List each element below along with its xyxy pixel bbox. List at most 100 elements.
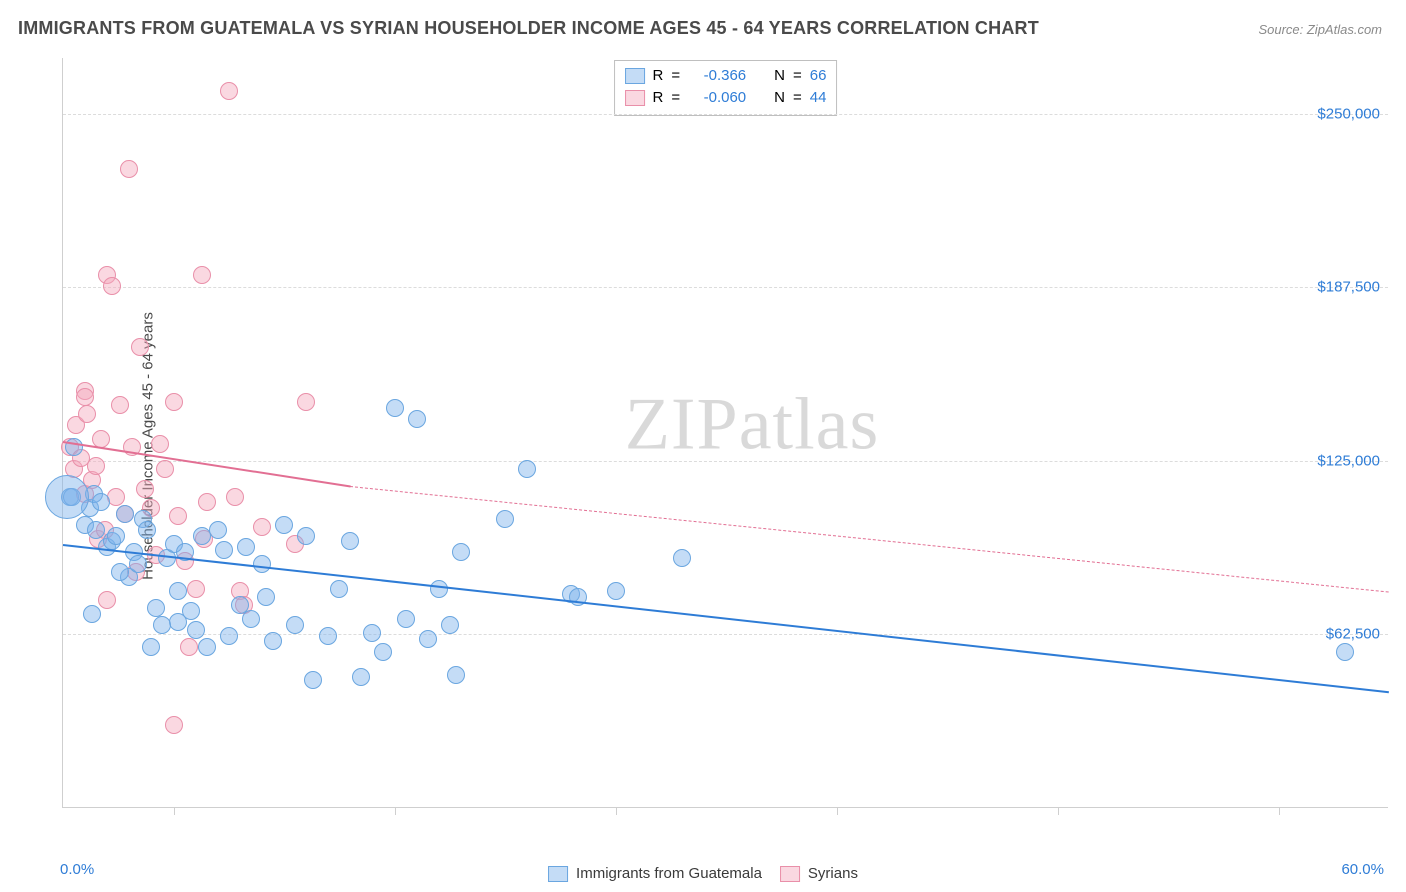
- n-value-2: 44: [810, 87, 827, 109]
- point-guatemala: [673, 549, 691, 567]
- point-syrians: [180, 638, 198, 656]
- point-syrians: [111, 396, 129, 414]
- x-tick: [174, 807, 175, 815]
- eq: =: [793, 65, 802, 87]
- point-guatemala: [257, 588, 275, 606]
- n-label: N: [774, 87, 785, 109]
- x-tick: [1279, 807, 1280, 815]
- point-guatemala: [386, 399, 404, 417]
- r-value-1: -0.366: [688, 65, 746, 87]
- r-value-2: -0.060: [688, 87, 746, 109]
- correlation-legend: R = -0.366 N = 66 R = -0.060 N = 44: [614, 60, 838, 116]
- legend-item-syrians: Syrians: [780, 865, 858, 882]
- point-guatemala: [129, 555, 147, 573]
- point-guatemala: [153, 616, 171, 634]
- trendline-guatemala: [63, 544, 1389, 693]
- point-guatemala: [111, 563, 129, 581]
- n-label: N: [774, 65, 785, 87]
- watermark: ZIPatlas: [625, 383, 880, 468]
- point-syrians: [297, 393, 315, 411]
- point-guatemala: [138, 521, 156, 539]
- point-guatemala: [242, 610, 260, 628]
- r-label: R: [653, 87, 664, 109]
- point-guatemala: [430, 580, 448, 598]
- point-guatemala: [215, 541, 233, 559]
- legend-row-2: R = -0.060 N = 44: [625, 87, 827, 109]
- x-min-label: 0.0%: [60, 861, 94, 878]
- point-guatemala: [374, 643, 392, 661]
- point-guatemala: [182, 602, 200, 620]
- point-guatemala: [419, 630, 437, 648]
- gridline: [63, 287, 1388, 288]
- y-tick-label: $125,000: [1317, 452, 1380, 469]
- point-guatemala: [107, 527, 125, 545]
- point-guatemala: [264, 632, 282, 650]
- point-guatemala: [92, 493, 110, 511]
- point-syrians: [187, 580, 205, 598]
- point-guatemala: [352, 668, 370, 686]
- n-value-1: 66: [810, 65, 827, 87]
- swatch-syrians: [625, 90, 645, 106]
- point-syrians: [78, 405, 96, 423]
- eq: =: [671, 65, 680, 87]
- point-guatemala: [341, 532, 359, 550]
- point-guatemala-large: [45, 475, 89, 519]
- y-tick-label: $187,500: [1317, 279, 1380, 296]
- eq: =: [793, 87, 802, 109]
- point-guatemala: [447, 666, 465, 684]
- point-guatemala: [83, 605, 101, 623]
- point-syrians: [165, 716, 183, 734]
- gridline: [63, 114, 1388, 115]
- swatch-syrians: [780, 866, 800, 882]
- swatch-guatemala: [625, 68, 645, 84]
- point-syrians: [193, 266, 211, 284]
- legend-item-guatemala: Immigrants from Guatemala: [548, 865, 762, 882]
- point-guatemala: [142, 638, 160, 656]
- source-label: Source: ZipAtlas.com: [1258, 22, 1382, 37]
- point-guatemala: [187, 621, 205, 639]
- swatch-guatemala: [548, 866, 568, 882]
- point-syrians: [136, 480, 154, 498]
- point-syrians: [169, 507, 187, 525]
- point-syrians: [107, 488, 125, 506]
- trendline-syrians-solid: [63, 441, 351, 487]
- series-legend: Immigrants from Guatemala Syrians: [548, 865, 858, 882]
- x-tick: [616, 807, 617, 815]
- point-syrians: [165, 393, 183, 411]
- point-syrians: [253, 518, 271, 536]
- legend-label-syrians: Syrians: [808, 865, 858, 882]
- point-guatemala: [408, 410, 426, 428]
- point-guatemala: [209, 521, 227, 539]
- watermark-atlas: atlas: [739, 384, 880, 466]
- point-syrians: [156, 460, 174, 478]
- point-guatemala: [253, 555, 271, 573]
- gridline: [63, 461, 1388, 462]
- point-syrians: [198, 493, 216, 511]
- point-guatemala: [237, 538, 255, 556]
- x-tick: [1058, 807, 1059, 815]
- point-guatemala: [607, 582, 625, 600]
- point-guatemala: [65, 438, 83, 456]
- point-guatemala: [286, 616, 304, 634]
- point-syrians: [220, 82, 238, 100]
- point-guatemala: [198, 638, 216, 656]
- point-syrians: [98, 591, 116, 609]
- y-tick-label: $62,500: [1326, 626, 1380, 643]
- point-guatemala: [169, 582, 187, 600]
- point-guatemala: [496, 510, 514, 528]
- point-syrians: [87, 457, 105, 475]
- eq: =: [671, 87, 680, 109]
- point-guatemala: [87, 521, 105, 539]
- point-syrians: [103, 277, 121, 295]
- point-guatemala: [452, 543, 470, 561]
- x-tick: [837, 807, 838, 815]
- point-guatemala: [518, 460, 536, 478]
- point-guatemala: [330, 580, 348, 598]
- point-guatemala: [116, 505, 134, 523]
- point-guatemala: [220, 627, 238, 645]
- point-syrians: [76, 388, 94, 406]
- legend-label-guatemala: Immigrants from Guatemala: [576, 865, 762, 882]
- point-guatemala: [304, 671, 322, 689]
- x-max-label: 60.0%: [1341, 861, 1384, 878]
- trendline-syrians-dashed: [350, 486, 1389, 593]
